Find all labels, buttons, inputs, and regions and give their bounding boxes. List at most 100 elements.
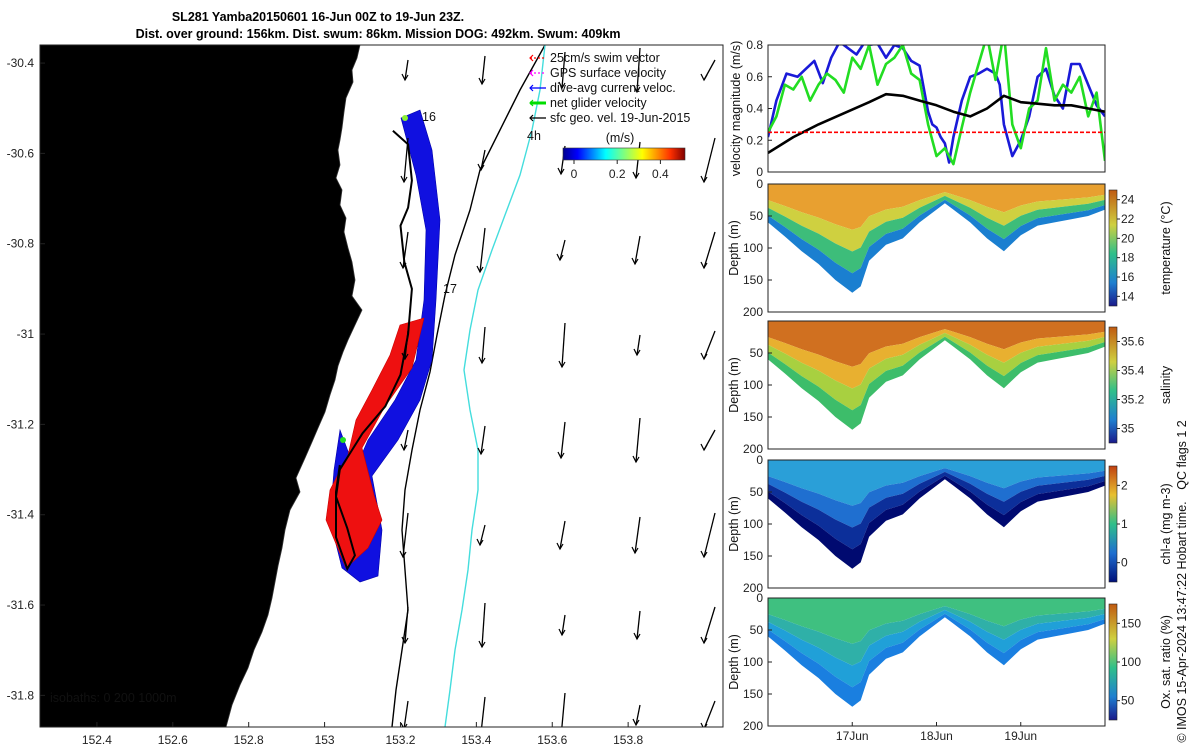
section-y-label: Depth (m) — [727, 357, 741, 413]
section-layer — [768, 606, 1105, 666]
geo-vel-arrowhead — [700, 352, 708, 361]
section-layer — [768, 471, 1105, 550]
section-colorbar-tick-label: 1 — [1121, 517, 1128, 531]
glider-track-line — [334, 130, 413, 572]
map-colorbar-ticks: 0 0.2 0.4 — [571, 160, 669, 181]
section-salinity-section: 50 100 150 200 Depth (m) 35 35.2 35.4 35.6 salini… — [727, 320, 1173, 456]
map-y-tick-label: -31.8 — [7, 688, 35, 702]
section-y-tick-label: 0 — [756, 177, 763, 191]
geo-vel-arrowhead — [700, 261, 708, 270]
geo-vel-arrow — [561, 51, 566, 89]
day-label-16: 16 — [422, 110, 436, 124]
section-layer — [768, 329, 1105, 389]
section-y-tick-label: 0 — [756, 453, 763, 467]
geo-vel-arrowhead — [700, 443, 708, 452]
figure-title-line2: Dist. over ground: 156km. Dist. swum: 86… — [136, 27, 621, 41]
geo-vel-arrow — [559, 239, 566, 261]
section-layer — [768, 195, 1105, 274]
section-colorbar-tick-label: 0 — [1121, 556, 1128, 570]
geo-vel-arrow — [703, 137, 716, 183]
section-y-label: Depth (m) — [727, 220, 741, 276]
geo-vel-arrowhead — [477, 163, 485, 172]
geo-vel-arrowhead — [400, 443, 408, 452]
legend-arrowhead — [529, 69, 534, 77]
section-layer — [768, 460, 1105, 506]
section-y-tick-label: 150 — [743, 410, 763, 424]
map-x-tick-label: 152.8 — [234, 733, 264, 747]
geo-vel-arrowhead — [557, 451, 565, 460]
section-colorbar — [1108, 326, 1118, 444]
section-colorbar-tick-label: 14 — [1121, 289, 1135, 303]
geo-vel-arrow — [703, 512, 716, 558]
geo-vel-arrowhead — [399, 550, 407, 559]
geo-vel-arrow — [403, 137, 409, 183]
velocity-y-tick-label: 0.8 — [746, 38, 763, 52]
map-colorbar-title: (m/s) — [606, 131, 634, 145]
legend-label: dive-avg current veloc. — [550, 81, 676, 95]
map-colorbar: (m/s) 0 0.2 0.4 — [562, 131, 686, 181]
velocity-y-label: velocity magnitude (m/s) — [729, 41, 743, 176]
section-colorbar-tick-label: 150 — [1121, 616, 1141, 630]
glider-start-marker — [402, 115, 408, 121]
geo-vel-arrowhead — [558, 628, 566, 637]
section-colorbar-label: Ox. sat. ratio (%) — [1159, 615, 1173, 709]
section-y-tick-label: 200 — [743, 305, 763, 319]
legend-arrowhead — [529, 54, 534, 62]
section-y-tick-label: 50 — [750, 485, 764, 499]
geo-vel-arrow — [481, 602, 486, 648]
section-colorbar-label: chl-a (mg m-3) — [1159, 483, 1173, 564]
map-y-tick-label: -31.2 — [7, 417, 35, 431]
geo-vel-arrow — [403, 700, 409, 727]
geo-vel-arrow — [560, 421, 566, 459]
geo-vel-arrowhead — [401, 73, 409, 82]
section-colorbar-tick-label: 20 — [1121, 231, 1135, 245]
section-x-tick-label: 19Jun — [1004, 729, 1037, 743]
geo-vel-arrowhead — [401, 352, 409, 361]
section-y-tick-label: 50 — [750, 623, 764, 637]
map-x-axis: 152.4 152.6 152.8 153 153.2 153.4 153.6 153.8 — [82, 722, 643, 747]
geo-vel-arrow — [481, 55, 486, 85]
velocity-y-tick-label: 0.4 — [746, 102, 763, 116]
geo-vel-arrowhead — [632, 171, 640, 180]
geo-vel-arrow — [480, 149, 486, 171]
isobath-1000m — [444, 45, 546, 727]
geo-vel-arrow — [703, 231, 716, 269]
geo-vel-arrow — [479, 524, 486, 546]
geo-vel-arrow — [635, 704, 641, 726]
legend-arrowhead — [529, 84, 534, 92]
credit-note: © IMOS 15-Apr-2024 13:47:22 Hobart time. — [1175, 501, 1189, 742]
geo-vel-arrow — [634, 516, 641, 554]
section-y-tick-label: 200 — [743, 581, 763, 595]
geo-vel-arrow — [704, 700, 716, 727]
section-y-tick-label: 100 — [743, 517, 763, 531]
geo-vel-arrowhead — [478, 77, 486, 86]
geo-vel-arrowhead — [631, 257, 639, 266]
map-frame — [39, 44, 724, 728]
geo-vel-arrow — [403, 429, 409, 451]
section-y-tick-label: 150 — [743, 273, 763, 287]
map-colorbar-ramp — [562, 147, 686, 161]
section-y-tick-label: 200 — [743, 719, 763, 733]
velocity-y-tick-label: 0 — [756, 165, 763, 179]
geo-vel-arrowhead — [477, 447, 485, 456]
geo-vel-arrow — [561, 692, 566, 727]
geo-vel-arrowhead — [478, 640, 486, 649]
glider-waypoint-marker — [340, 437, 346, 443]
geo-vel-arrow — [404, 59, 409, 81]
section-colorbar-tick-label: 22 — [1121, 212, 1135, 226]
section-layer — [768, 184, 1105, 230]
section-y-tick-label: 50 — [750, 209, 764, 223]
map-x-tick-label: 153.6 — [537, 733, 567, 747]
geo-vel-arrowhead — [556, 253, 564, 262]
section-colorbar-tick-label: 24 — [1121, 193, 1135, 207]
section-y-tick-label: 100 — [743, 655, 763, 669]
section-layer — [768, 609, 1105, 688]
section-y-tick-label: 150 — [743, 687, 763, 701]
section-colorbar — [1108, 603, 1118, 721]
geo-vel-arrowhead — [476, 265, 484, 274]
geo-vel-arrowhead — [631, 546, 639, 555]
map-x-tick-label: 152.6 — [158, 733, 188, 747]
geo-vel-arrowhead — [700, 722, 708, 727]
